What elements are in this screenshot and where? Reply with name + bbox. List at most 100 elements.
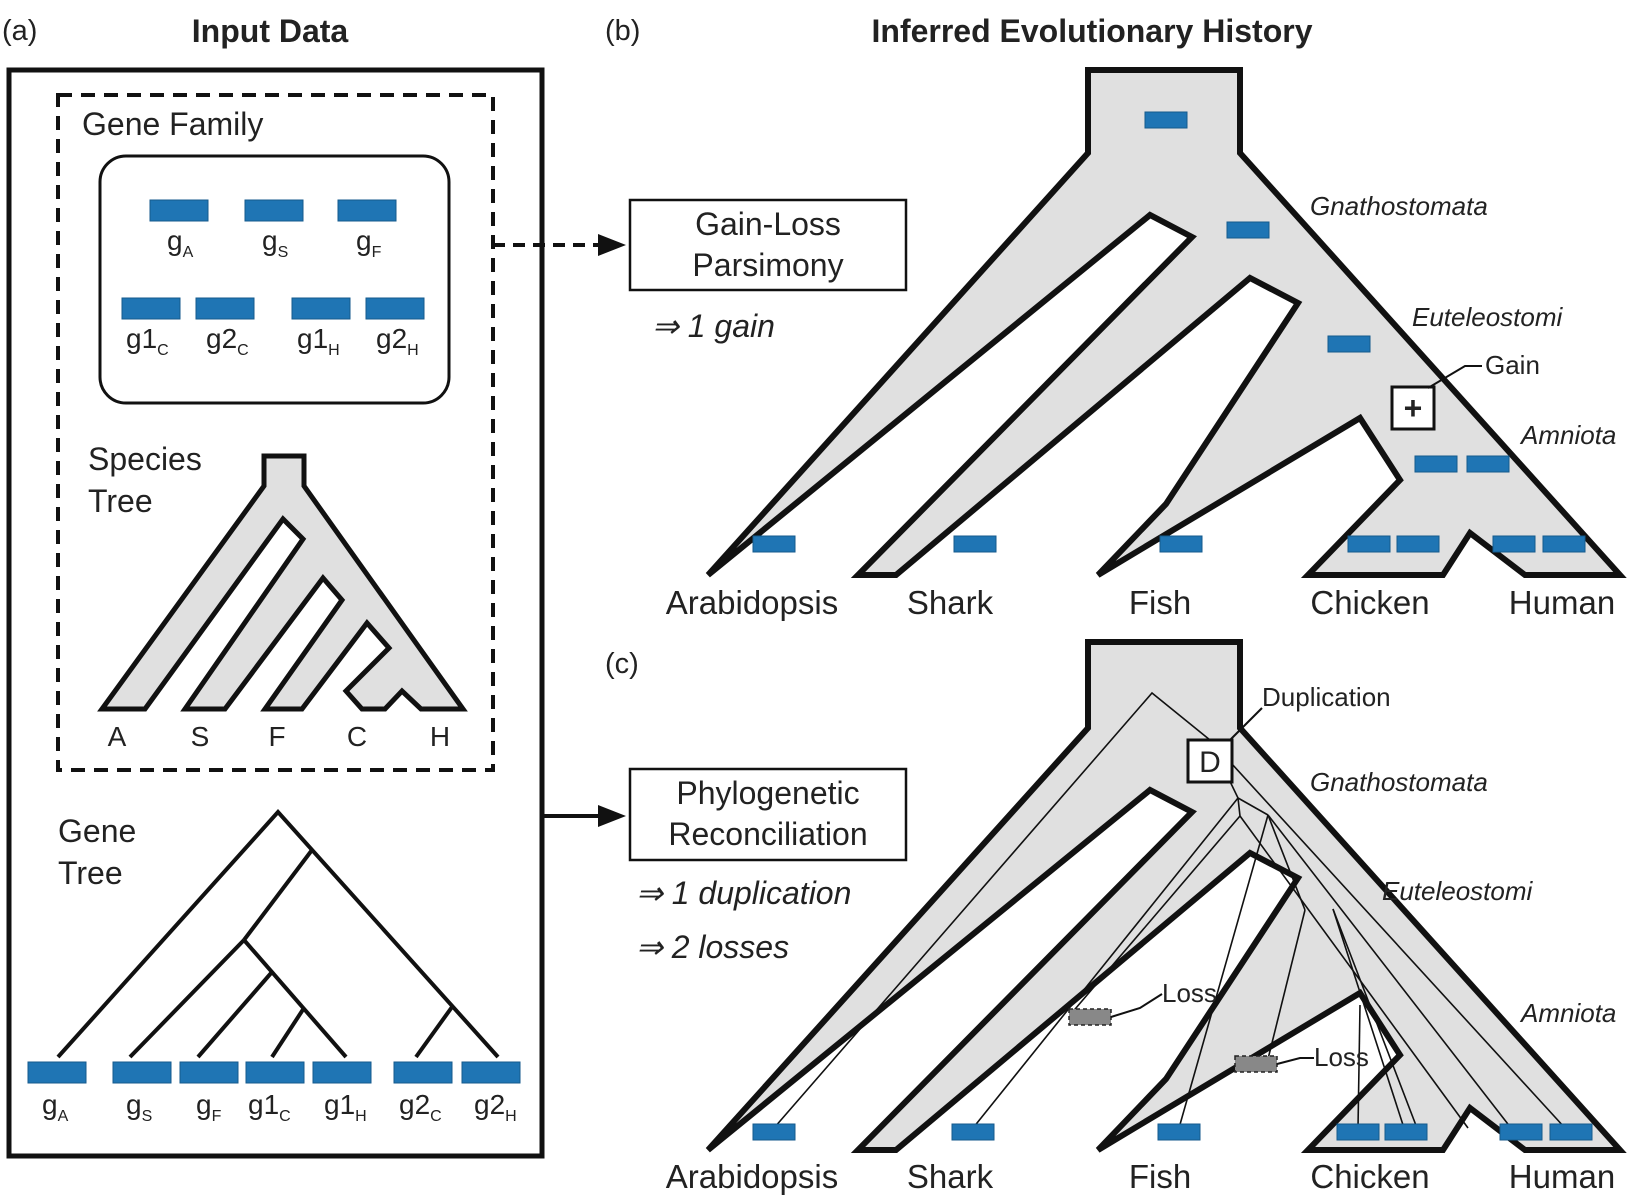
gene-human2-b [1542,535,1586,553]
species-shark-b: Shark [907,584,994,621]
gene-box-g2C [195,297,255,320]
duplication-label: Duplication [1262,682,1391,712]
gene-box-gS [244,199,304,222]
gene-root-b [1144,111,1188,129]
species-arabidopsis-b: Arabidopsis [666,584,838,621]
gene-amniota1-b [1414,455,1458,473]
loss-label-2: Loss [1314,1042,1369,1072]
gene-box-g1H [291,297,351,320]
gene-family-label: Gene Family [82,106,263,142]
gene-human1-b [1492,535,1536,553]
gene-label-g2C: g2C [206,323,249,359]
gene-human2-c [1549,1123,1593,1141]
species-leaf-H: H [430,721,450,752]
gene-lineages-panel-c [773,691,1566,1129]
panel-label-c: (c) [605,648,639,680]
gene-euteleostomi-b [1327,335,1371,353]
gene-tree-leaf-g2C: g2C [399,1089,442,1125]
species-chicken-c: Chicken [1310,1158,1429,1195]
species-fish-c: Fish [1129,1158,1191,1195]
gene-label-gA: gA [167,225,194,261]
species-arabidopsis-c: Arabidopsis [666,1158,838,1195]
gene-label-g2H: g2H [376,323,419,359]
gene-tree-leaf-box-g1H [312,1061,372,1084]
gene-tree-leaf-gA: gA [42,1089,69,1125]
duplication-d-icon: D [1199,746,1221,779]
clade-gnathostomata-b: Gnathostomata [1310,191,1488,221]
loss-marker-2 [1234,1055,1278,1073]
input-data-title: Input Data [192,13,349,49]
gene-fish-c [1157,1123,1201,1141]
gene-tree-leaf-g1H: g1H [324,1089,367,1125]
clade-euteleostomi-c: Euteleostomi [1382,876,1534,906]
gene-shark-b [953,535,997,553]
recon-line2: Reconciliation [668,816,867,852]
input-data-box [6,67,545,1159]
gene-tree-leaf-box-g2C [393,1061,453,1084]
gene-tree-leaf-box-gF [179,1061,239,1084]
species-leaf-A: A [108,721,127,752]
species-tree-small [97,453,468,712]
loss-label-1: Loss [1162,978,1217,1008]
gene-gnathostomata-b [1226,221,1270,239]
recon-line1: Phylogenetic [676,775,859,811]
gene-tree-label-line2: Tree [58,855,123,891]
recon-result-losses: ⇒ 2 losses [636,929,789,965]
gene-tree-leaf-box-g1C [245,1061,305,1084]
gene-tree-leaf-gF: gF [196,1089,222,1125]
clade-amniota-b: Amniota [1519,420,1616,450]
phylogenetic-reconciliation-box [628,767,908,862]
clade-euteleostomi-b: Euteleostomi [1412,302,1564,332]
gene-family-species-tree-box [56,93,495,772]
gain-loss-result: ⇒ 1 gain [652,308,775,344]
species-shark-c: Shark [907,1158,994,1195]
species-leaf-F: F [268,721,285,752]
gene-box-g1C [121,297,181,320]
panel-label-b: (b) [605,15,640,47]
gene-label-gS: gS [262,225,288,261]
gene-chicken1-c [1336,1123,1380,1141]
species-tree-label-line1: Species [88,441,202,477]
species-human-c: Human [1509,1158,1615,1195]
gene-chicken2-b [1396,535,1440,553]
gain-loss-line1: Gain-Loss [695,206,841,242]
loss-leader-line-2 [1276,1057,1314,1065]
dashed-arrow-head [598,234,626,256]
species-fish-b: Fish [1129,584,1191,621]
gene-fish-b [1159,535,1203,553]
loss-leader-line-1 [1110,993,1163,1018]
species-leaf-C: C [347,721,367,752]
gain-marker-box [1390,385,1436,431]
gene-arabidopsis-b [752,535,796,553]
gene-amniota2-b [1466,455,1510,473]
gain-loss-parsimony-box [628,198,908,292]
gene-label-gF: gF [356,225,382,261]
gene-tree-leaf-gS: gS [126,1089,152,1125]
gene-family-box [98,154,451,405]
gene-human1-c [1499,1123,1543,1141]
gene-box-gF [337,199,397,222]
panel-label-a: (a) [2,15,37,47]
species-tree-panel-b [705,67,1627,578]
gain-label: Gain [1485,350,1540,380]
gene-chicken2-c [1384,1123,1428,1141]
species-human-b: Human [1509,584,1615,621]
gene-label-g1C: g1C [126,323,169,359]
gene-chicken1-b [1347,535,1391,553]
gene-tree-leaf-g2H: g2H [474,1089,517,1125]
gene-tree-leaf-box-g2H [461,1061,521,1084]
gene-tree [56,809,500,1059]
gene-label-g1H: g1H [297,323,340,359]
species-chicken-b: Chicken [1310,584,1429,621]
duplication-marker-box [1186,738,1234,784]
gene-tree-label-line1: Gene [58,813,136,849]
history-title: Inferred Evolutionary History [872,13,1313,49]
clade-gnathostomata-c: Gnathostomata [1310,767,1488,797]
gene-box-gA [149,199,209,222]
species-tree-label-line2: Tree [88,483,153,519]
clade-amniota-c: Amniota [1519,998,1616,1028]
loss-marker-1 [1068,1008,1112,1026]
duplication-leader-line [1229,707,1263,741]
gene-arabidopsis-c [752,1123,796,1141]
